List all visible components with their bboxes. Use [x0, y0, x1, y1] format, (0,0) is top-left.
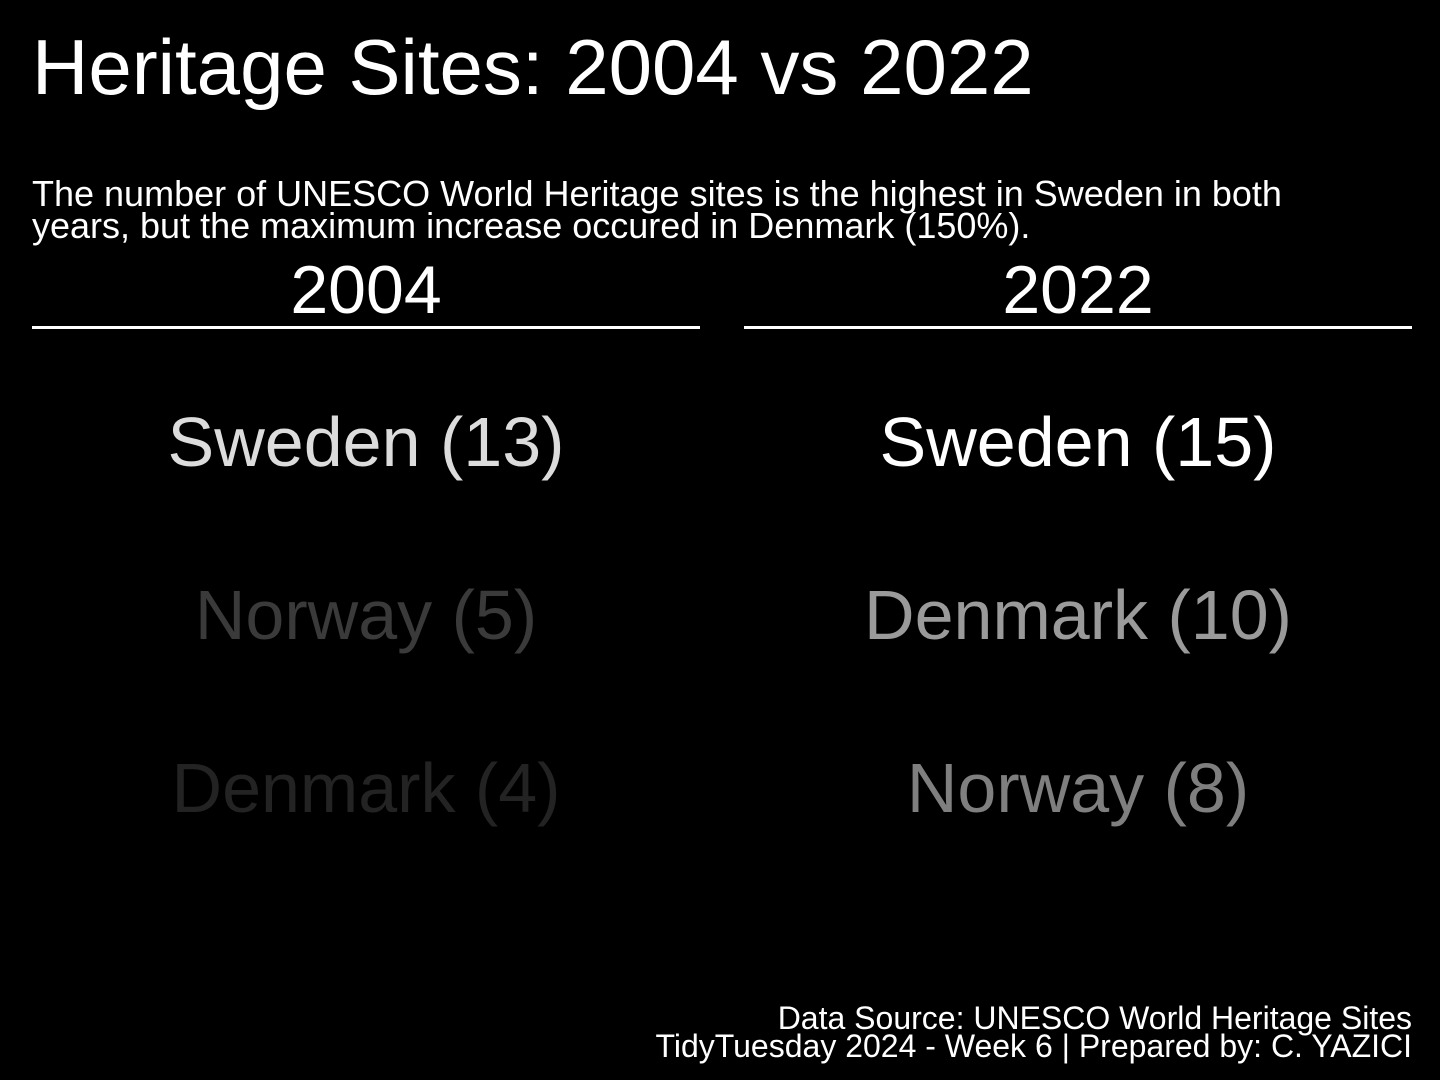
footer: Data Source: UNESCO World Heritage Sites…	[655, 1000, 1413, 1064]
credit-note: TidyTuesday 2024 - Week 6 | Prepared by:…	[655, 1028, 1413, 1064]
column-2022: 2022 Sweden (15) Denmark (10) Norway (8)	[744, 252, 1412, 892]
rank-1-2004: Sweden (13)	[167, 403, 565, 481]
rank-3-2022: Norway (8)	[906, 749, 1250, 827]
data-source-note: Data Source: UNESCO World Heritage Sites	[777, 1000, 1412, 1036]
year-divider-2004	[32, 326, 700, 329]
rank-1-2022: Sweden (15)	[879, 403, 1277, 481]
chart-subtitle: The number of UNESCO World Heritage site…	[32, 173, 1282, 246]
chart-title: Heritage Sites: 2004 vs 2022	[32, 23, 1034, 111]
year-divider-2022	[744, 326, 1412, 329]
year-header-2022: 2022	[1002, 252, 1154, 328]
rank-2-2004: Norway (5)	[194, 576, 538, 654]
column-2004: 2004 Sweden (13) Norway (5) Denmark (4)	[32, 252, 700, 892]
rank-3-2004: Denmark (4)	[171, 749, 561, 827]
rank-2-2022: Denmark (10)	[864, 576, 1292, 654]
year-header-2004: 2004	[290, 252, 442, 328]
